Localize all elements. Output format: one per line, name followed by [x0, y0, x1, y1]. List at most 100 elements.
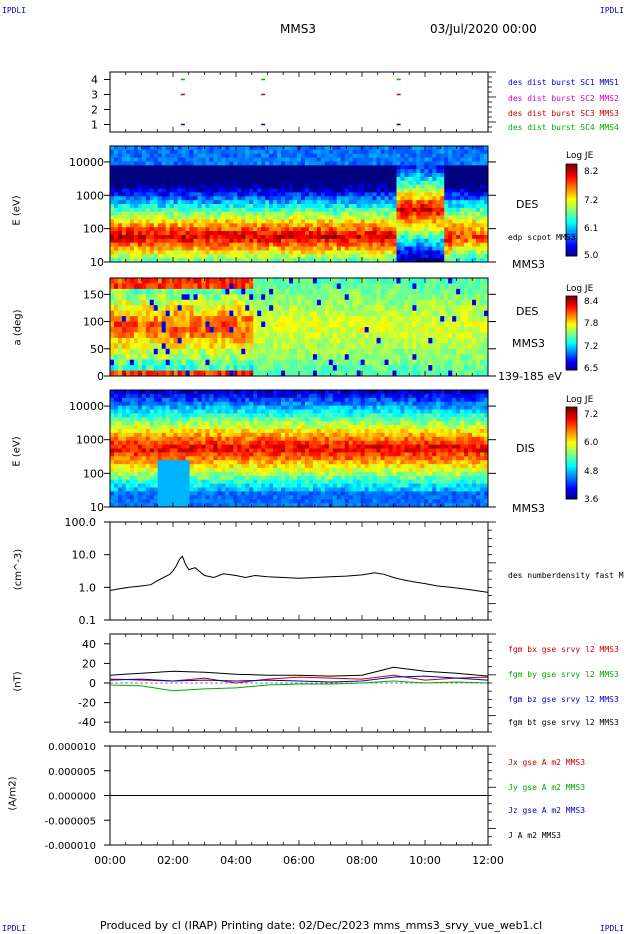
des-energy-cell: [396, 250, 401, 255]
des-pa-cell: [324, 365, 330, 371]
des-pa-cell: [436, 299, 441, 306]
des-pa-cell: [304, 343, 310, 350]
des-energy-cell: [312, 196, 318, 201]
des-pa-cell: [297, 299, 302, 306]
des-pa-cell: [205, 365, 210, 371]
des-energy-cell: [332, 219, 338, 224]
des-pa-cell: [201, 299, 206, 306]
des-pa-cell: [225, 321, 230, 328]
des-pa-cell: [460, 354, 465, 361]
des-pa-cell: [424, 370, 429, 377]
des-pa-cell: [293, 365, 298, 371]
des-energy-cell: [440, 176, 445, 182]
des-energy-cell: [372, 176, 377, 182]
des-energy-cell: [376, 207, 381, 213]
des-pa-cell: [269, 332, 274, 339]
des-pa-cell: [253, 337, 258, 344]
des-pa-cell: [189, 354, 194, 361]
des-energy-cell: [213, 258, 218, 263]
des-pa-cell: [360, 354, 366, 361]
des-pa-cell: [121, 294, 127, 301]
des-pa-cell: [300, 283, 306, 290]
des-pa-cell: [404, 294, 409, 301]
des-energy-cell: [456, 223, 461, 228]
des-energy-cell: [273, 184, 278, 189]
des-energy-cell: [137, 176, 143, 182]
des-energy-cell: [480, 231, 485, 236]
des-energy-cell: [145, 219, 151, 224]
des-energy-cell: [253, 188, 258, 193]
des-energy-cell: [360, 219, 366, 224]
des-energy-cell: [428, 192, 433, 197]
colorbar-des-energy: [566, 170, 577, 174]
des-energy-cell: [356, 146, 362, 151]
des-pa-cell: [356, 354, 362, 361]
des-pa-cell: [468, 310, 473, 317]
des-energy-cell: [113, 204, 119, 209]
des-energy-cell: [412, 161, 417, 166]
des-energy-cell: [368, 161, 374, 166]
des-energy-cell: [464, 258, 469, 263]
des-energy-cell: [404, 146, 409, 151]
des-energy-cell: [388, 176, 393, 182]
des-pa-cell: [209, 359, 214, 366]
des-energy-cell: [257, 146, 262, 151]
des-pa-cell: [452, 283, 457, 290]
des-pa-cell: [304, 310, 310, 317]
des-pa-cell: [189, 288, 194, 295]
des-pa-cell: [149, 337, 155, 344]
des-energy-cell: [352, 200, 358, 205]
des-energy-cell: [428, 238, 433, 244]
des-pa-cell: [197, 321, 202, 328]
des-energy-cell: [412, 169, 417, 174]
des-pa-cell: [356, 370, 362, 377]
des-energy-cell: [440, 161, 445, 166]
des-pa-cell: [177, 337, 183, 344]
des-energy-cell: [137, 219, 143, 224]
des-energy-cell: [416, 188, 421, 193]
des-energy-cell: [320, 258, 326, 263]
dis-energy-cell: [113, 503, 119, 508]
des-pa-cell: [340, 321, 346, 328]
des-pa-cell: [241, 348, 246, 355]
des-energy-cell: [404, 200, 409, 205]
des-pa-cell: [293, 343, 298, 350]
des-pa-cell: [376, 365, 381, 371]
des-energy-cell: [472, 215, 477, 220]
des-pa-cell: [336, 365, 342, 371]
des-pa-cell: [360, 283, 366, 290]
des-pa-cell: [221, 294, 226, 301]
des-pa-cell: [476, 278, 481, 284]
des-energy-cell: [133, 250, 139, 255]
des-pa-cell: [169, 321, 175, 328]
des-pa-cell: [249, 288, 254, 295]
dis-energy-cell: [110, 440, 115, 445]
des-energy-cell: [189, 246, 194, 251]
des-energy-cell: [273, 196, 278, 201]
des-energy-cell: [141, 161, 147, 166]
des-pa-cell: [161, 359, 167, 366]
des-energy-cell: [221, 207, 226, 213]
des-pa-cell: [237, 310, 242, 317]
des-pa-cell: [464, 294, 469, 301]
des-pa-cell: [328, 370, 334, 377]
des-energy-cell: [165, 234, 171, 240]
des-pa-cell: [356, 283, 362, 290]
des-energy-cell: [233, 254, 238, 259]
des-pa-cell: [408, 365, 413, 371]
des-energy-cell: [273, 231, 278, 236]
des-pa-cell: [165, 370, 171, 377]
des-energy-cell: [241, 157, 246, 162]
des-energy-cell: [432, 246, 437, 251]
des-energy-cell: [320, 215, 326, 220]
des-pa-cell: [269, 283, 274, 290]
des-energy-cell: [209, 223, 214, 228]
des-pa-cell: [416, 310, 421, 317]
des-energy-cell: [149, 207, 155, 213]
des-pa-cell: [308, 332, 314, 339]
pa-ytick-label: 100: [83, 316, 104, 329]
des-pa-cell: [400, 310, 405, 317]
des-pa-cell: [484, 348, 489, 355]
des-energy-cell: [129, 231, 135, 236]
des-energy-cell: [420, 242, 425, 247]
